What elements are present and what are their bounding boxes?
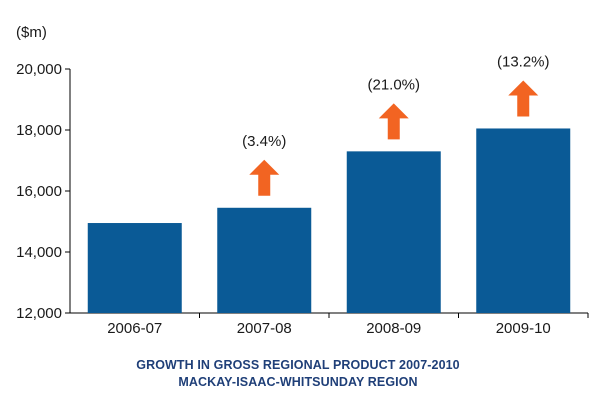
bar-chart: ($m) 12,000 14,000 16,000 18,000 20,000 (3.4… bbox=[16, 24, 589, 337]
chart-subtitle: MACKAY-ISAAC-WHITSUNDAY REGION bbox=[178, 375, 418, 389]
growth-label: (13.2%) bbox=[497, 53, 550, 70]
bars-group bbox=[87, 128, 571, 313]
growth-arrow-icon bbox=[378, 103, 409, 140]
x-tick-label: 2009-10 bbox=[496, 320, 551, 337]
y-tick-label: 12,000 bbox=[16, 305, 62, 322]
chart-title: GROWTH IN GROSS REGIONAL PRODUCT 2007-20… bbox=[136, 358, 460, 372]
y-axis-unit-label: ($m) bbox=[16, 24, 47, 41]
growth-label: (3.4%) bbox=[242, 133, 286, 150]
x-tick-label: 2008-09 bbox=[366, 320, 421, 337]
x-tick-label: 2007-08 bbox=[237, 320, 292, 337]
bar-2006-07 bbox=[87, 223, 182, 313]
growth-label: (21.0%) bbox=[367, 76, 420, 93]
growth-arrow-icon bbox=[508, 80, 539, 117]
bar-2009-10 bbox=[476, 128, 571, 313]
y-tick-label: 14,000 bbox=[16, 244, 62, 261]
y-tick-label: 20,000 bbox=[16, 61, 62, 78]
growth-arrow-icon bbox=[249, 159, 280, 196]
bar-2007-08 bbox=[217, 207, 312, 313]
growth-arrows-group: (3.4%) (21.0%) (13.2%) bbox=[242, 53, 550, 196]
x-axis: 2006-07 2007-08 2008-09 2009-10 bbox=[107, 313, 589, 337]
x-tick-label: 2006-07 bbox=[107, 320, 162, 337]
y-tick-label: 16,000 bbox=[16, 183, 62, 200]
y-tick-label: 18,000 bbox=[16, 122, 62, 139]
bar-2008-09 bbox=[346, 151, 441, 313]
